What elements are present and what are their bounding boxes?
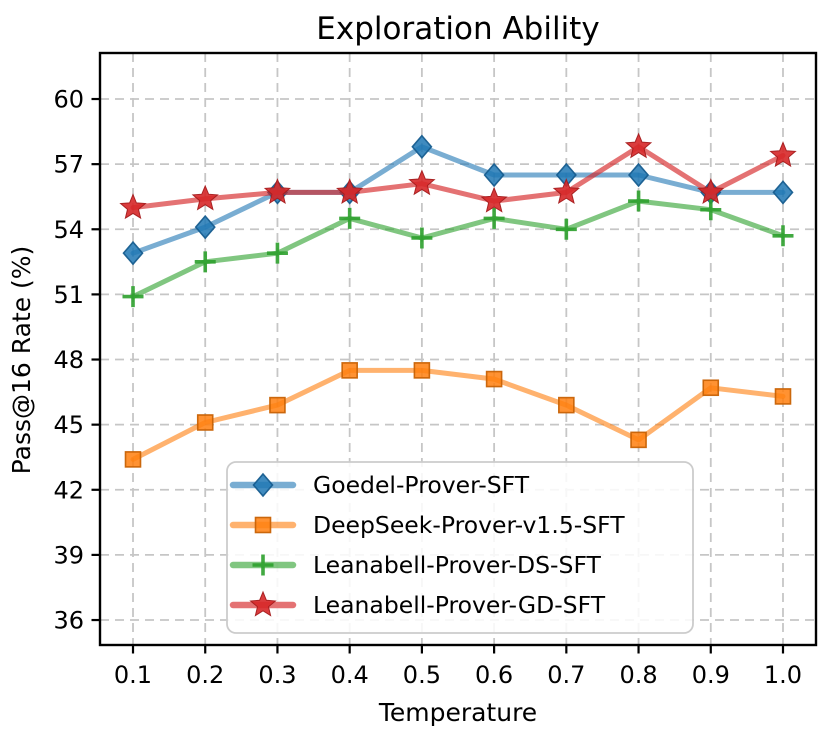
legend-label: Goedel-Prover-SFT xyxy=(313,471,530,499)
plus-marker xyxy=(700,199,722,221)
star-marker xyxy=(769,141,797,168)
plus-marker xyxy=(122,286,144,308)
legend-label: Leanabell-Prover-GD-SFT xyxy=(313,591,606,619)
plus-marker xyxy=(628,190,650,212)
legend-item: DeepSeek-Prover-v1.5-SFT xyxy=(229,511,625,539)
x-tick-label: 0.8 xyxy=(619,661,657,689)
x-tick-label: 0.5 xyxy=(403,661,441,689)
plus-marker xyxy=(252,554,274,576)
x-tick-label: 0.4 xyxy=(331,661,369,689)
series-line xyxy=(130,144,786,211)
star-marker xyxy=(408,169,436,196)
y-tick-label: 36 xyxy=(53,607,84,635)
series-deepseek-prover-v1.5-sft xyxy=(124,362,792,468)
x-tick-label: 0.2 xyxy=(186,661,224,689)
x-tick-label: 0.1 xyxy=(114,661,152,689)
square-marker xyxy=(774,388,792,405)
x-tick-label: 0.6 xyxy=(475,661,513,689)
y-tick-label: 60 xyxy=(53,86,84,114)
diamond-marker xyxy=(411,134,433,160)
label-layer: Exploration Ability Temperature Pass@16 … xyxy=(7,11,600,727)
plus-marker xyxy=(483,207,505,229)
square-marker xyxy=(254,516,272,534)
legend-item: Leanabell-Prover-GD-SFT xyxy=(229,590,606,619)
star-marker xyxy=(552,178,580,204)
star-marker xyxy=(336,178,364,204)
ticklabel-layer: 0.1 0.2 0.3 0.4 0.5 0.6 0.7 0.8 0.9 1.0 36 39 42 45 48… xyxy=(53,86,802,689)
legend: Goedel-Prover-SFT DeepSeek-Prover-v1.5-SF… xyxy=(226,461,694,634)
diamond-marker xyxy=(627,162,650,188)
star-marker xyxy=(480,186,508,213)
x-tick-label: 0.3 xyxy=(258,661,296,689)
legend-item: Goedel-Prover-SFT xyxy=(229,471,530,499)
plus-marker xyxy=(194,251,216,273)
series-leanabell-prover-gd-sft xyxy=(119,132,797,220)
square-marker xyxy=(485,370,503,388)
series-goedel-prover-sft xyxy=(122,134,794,266)
star-marker xyxy=(249,590,277,617)
x-tick-label: 1.0 xyxy=(764,661,802,689)
square-marker xyxy=(269,396,286,414)
series-leanabell-prover-ds-sft xyxy=(122,190,794,308)
x-tick-label: 0.7 xyxy=(547,661,585,689)
plus-marker xyxy=(266,242,288,264)
plus-marker xyxy=(411,227,433,249)
y-tick-label: 51 xyxy=(53,281,84,309)
y-tick-label: 48 xyxy=(53,346,84,374)
y-tick-label: 57 xyxy=(53,151,84,179)
series-line xyxy=(130,144,786,256)
legend-item: Leanabell-Prover-DS-SFT xyxy=(229,551,602,579)
diamond-marker xyxy=(252,472,274,498)
x-axis-label: Temperature xyxy=(378,698,537,727)
square-marker xyxy=(558,396,575,414)
series-line xyxy=(130,198,786,300)
y-tick-label: 39 xyxy=(53,541,84,569)
legend-label: DeepSeek-Prover-v1.5-SFT xyxy=(313,511,625,539)
y-axis-label: Pass@16 Rate (%) xyxy=(7,246,36,475)
square-marker xyxy=(413,362,431,379)
square-marker xyxy=(124,451,142,468)
series-line xyxy=(130,367,786,462)
plus-marker xyxy=(555,218,577,240)
star-marker xyxy=(624,132,653,159)
legend-label: Leanabell-Prover-DS-SFT xyxy=(313,551,602,579)
y-tick-label: 45 xyxy=(53,411,84,439)
diamond-marker xyxy=(194,214,216,240)
plus-marker xyxy=(772,225,794,247)
star-marker xyxy=(263,178,292,204)
y-tick-label: 42 xyxy=(53,476,84,504)
diamond-marker xyxy=(772,180,794,205)
y-tick-label: 54 xyxy=(53,216,84,244)
legend-box xyxy=(226,461,694,634)
square-marker xyxy=(341,362,358,379)
square-marker xyxy=(702,379,720,397)
axes-layer xyxy=(91,51,818,654)
square-marker xyxy=(630,431,647,449)
diamond-marker xyxy=(483,162,505,188)
square-marker xyxy=(196,414,214,431)
axis-frame xyxy=(98,51,818,647)
x-tick-label: 0.9 xyxy=(692,661,730,689)
star-marker xyxy=(697,178,725,204)
series-layer xyxy=(119,132,797,468)
star-marker xyxy=(191,184,219,211)
star-marker xyxy=(119,193,147,220)
plus-marker xyxy=(339,207,361,229)
diamond-marker xyxy=(122,240,144,266)
chart-title: Exploration Ability xyxy=(316,11,599,47)
